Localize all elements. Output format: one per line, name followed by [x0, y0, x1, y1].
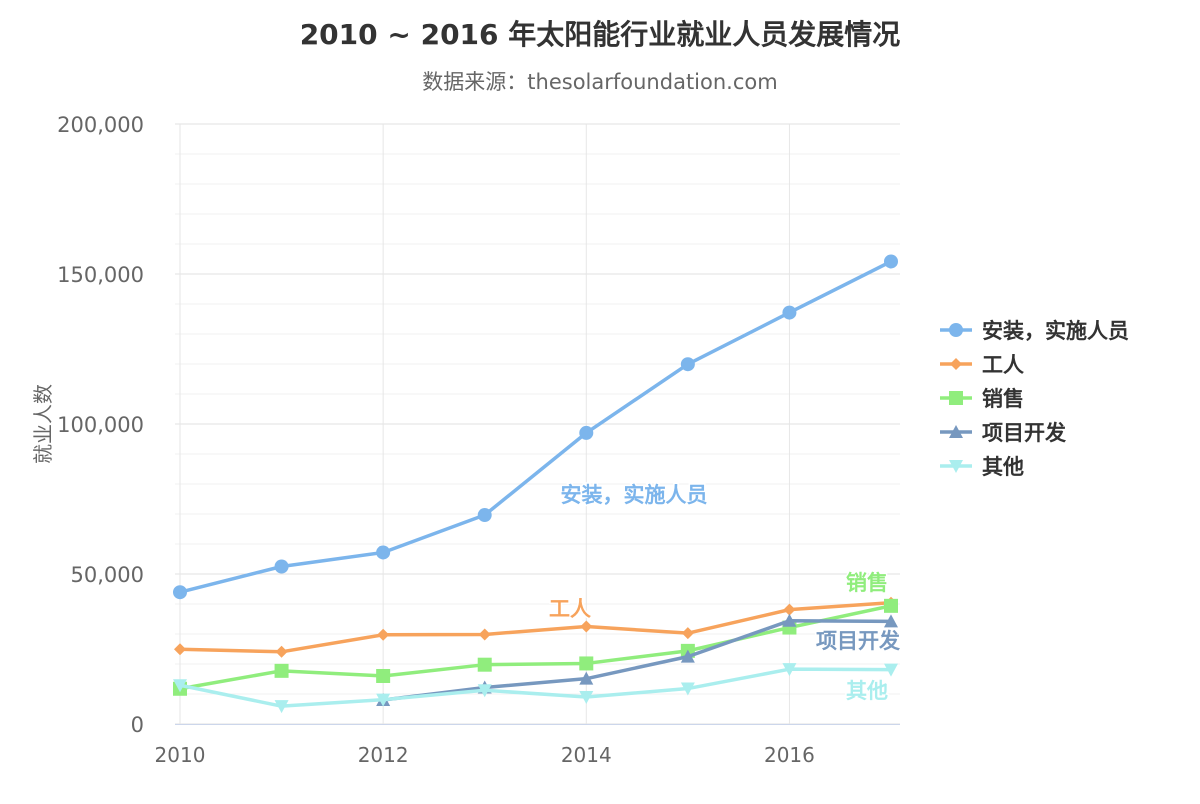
data-point-diamond	[783, 603, 796, 616]
data-point-triangle	[579, 671, 594, 685]
legend-item[interactable]: 项目开发	[940, 421, 1067, 445]
data-point-circle	[782, 305, 797, 320]
series-label: 销售	[846, 571, 888, 595]
data-point-square	[884, 598, 898, 613]
legend-label: 项目开发	[982, 421, 1067, 445]
data-point-triangle	[680, 649, 695, 663]
legend-label: 工人	[982, 353, 1024, 377]
data-point-square	[949, 391, 963, 405]
y-tick-label: 0	[131, 713, 144, 737]
series-line	[179, 667, 892, 708]
legend-label: 其他	[982, 455, 1024, 479]
series-4	[173, 663, 898, 714]
data-point-triangle-down	[782, 663, 797, 677]
data-point-triangle-down	[477, 684, 492, 698]
series-line	[179, 600, 892, 654]
data-point-triangle-down	[173, 679, 187, 693]
legend-label: 销售	[982, 387, 1024, 411]
chart-title: 2010 ~ 2016 年太阳能行业就业人员发展情况	[300, 18, 901, 51]
data-point-square	[477, 657, 492, 672]
data-point-circle	[949, 323, 963, 337]
data-point-triangle-down	[949, 460, 963, 473]
data-point-circle	[477, 508, 492, 523]
data-point-diamond	[580, 620, 593, 633]
data-point-diamond	[377, 628, 390, 641]
x-tick-label: 2016	[764, 743, 815, 767]
data-point-diamond	[950, 358, 962, 370]
legend-item[interactable]: 其他	[940, 455, 1024, 479]
data-point-circle	[173, 585, 187, 600]
data-point-triangle-down	[274, 700, 289, 714]
data-point-square	[274, 663, 289, 678]
series-label: 项目开发	[816, 629, 901, 653]
data-point-triangle-down	[376, 693, 391, 707]
data-point-triangle	[949, 425, 963, 438]
y-tick-label: 100,000	[57, 413, 144, 437]
data-point-circle	[376, 545, 391, 560]
legend-label: 安装，实施人员	[982, 319, 1129, 343]
series-label: 工人	[549, 597, 591, 621]
data-point-circle	[579, 425, 594, 440]
data-point-triangle-down	[680, 682, 695, 696]
data-point-triangle	[884, 614, 898, 628]
series-line	[179, 604, 892, 691]
series-line	[382, 619, 892, 702]
data-point-triangle-down	[884, 663, 898, 677]
data-point-circle	[680, 357, 695, 372]
series-0	[173, 254, 898, 600]
y-axis-label: 就业人数	[31, 384, 55, 464]
data-point-diamond	[681, 627, 694, 640]
data-point-diamond	[478, 628, 491, 641]
data-point-triangle	[782, 613, 797, 627]
x-tick-label: 2014	[561, 743, 612, 767]
data-point-diamond	[174, 643, 186, 656]
series-1	[174, 596, 897, 658]
series-label: 安装，实施人员	[561, 483, 708, 507]
y-tick-label: 150,000	[57, 263, 144, 287]
y-tick-label: 50,000	[71, 563, 144, 587]
series-line	[179, 259, 892, 594]
chart-subtitle: 数据来源：thesolarfoundation.com	[422, 70, 777, 94]
legend-item[interactable]: 销售	[940, 387, 1024, 411]
data-point-triangle-down	[579, 691, 594, 705]
data-point-circle	[274, 559, 289, 574]
legend-item[interactable]: 安装，实施人员	[940, 319, 1129, 343]
x-tick-label: 2010	[155, 743, 206, 767]
series-label: 其他	[846, 679, 888, 703]
data-point-diamond	[275, 645, 288, 658]
data-point-circle	[884, 254, 898, 269]
x-tick-label: 2012	[358, 743, 409, 767]
data-point-square	[579, 656, 594, 671]
y-tick-label: 200,000	[57, 113, 144, 137]
legend-item[interactable]: 工人	[940, 353, 1024, 377]
data-point-square	[376, 668, 391, 683]
